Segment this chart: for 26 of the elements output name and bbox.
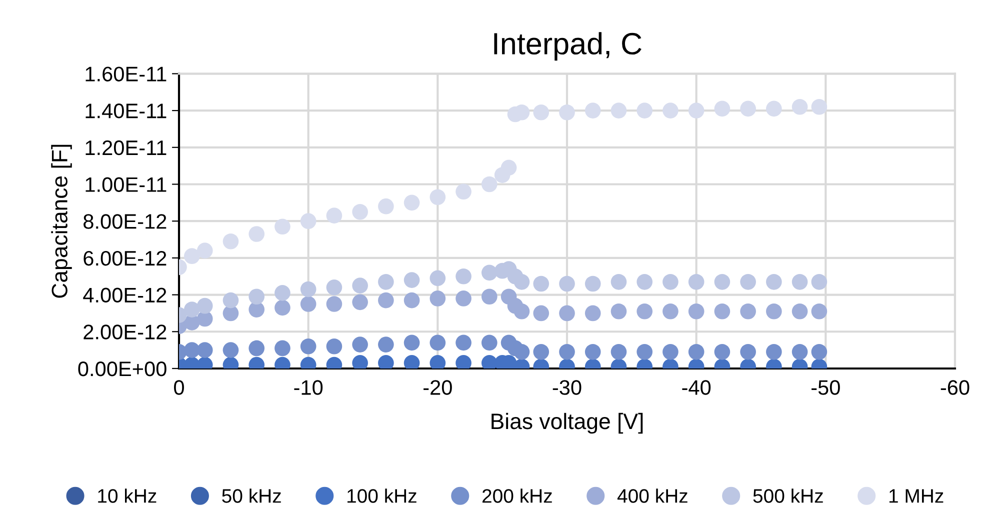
legend-label: 100 kHz — [348, 488, 416, 503]
legend-label: 50 kHz — [222, 488, 281, 503]
x-tick-label: -60 — [940, 380, 970, 395]
y-axis-title: Capacitance [F] — [51, 144, 72, 298]
y-tick-label: 0.00E+00 — [78, 361, 166, 376]
y-tick-label: 1.40E-11 — [86, 104, 166, 118]
y-tick-label: 4.00E-12 — [83, 288, 166, 303]
x-tick-label: -20 — [424, 380, 452, 395]
x-tick-label: -10 — [294, 380, 323, 395]
y-tick-label: 1.00E-11 — [86, 177, 166, 192]
legend-label: 200 kHz — [482, 488, 552, 503]
y-tick-label: 1.60E-11 — [86, 66, 166, 82]
x-axis-title: Bias voltage [V] — [492, 412, 643, 434]
chart-title: Interpad, C — [494, 32, 642, 61]
x-tick-label: 0 — [174, 380, 184, 395]
y-tick-label: 8.00E-12 — [84, 214, 166, 229]
x-tick-label: -50 — [812, 380, 840, 395]
x-tick-label: -40 — [682, 380, 711, 395]
x-tick-label: -30 — [552, 380, 582, 395]
y-tick-label: 6.00E-12 — [84, 250, 166, 266]
legend-label: 400 kHz — [617, 488, 688, 503]
y-tick-label: 1.20E-11 — [86, 140, 166, 156]
legend-label: 500 kHz — [753, 488, 823, 503]
legend-label: 10 kHz — [98, 488, 156, 503]
y-tick-label: 2.00E-12 — [84, 324, 166, 340]
legend-label: 1 MHz — [889, 489, 944, 503]
